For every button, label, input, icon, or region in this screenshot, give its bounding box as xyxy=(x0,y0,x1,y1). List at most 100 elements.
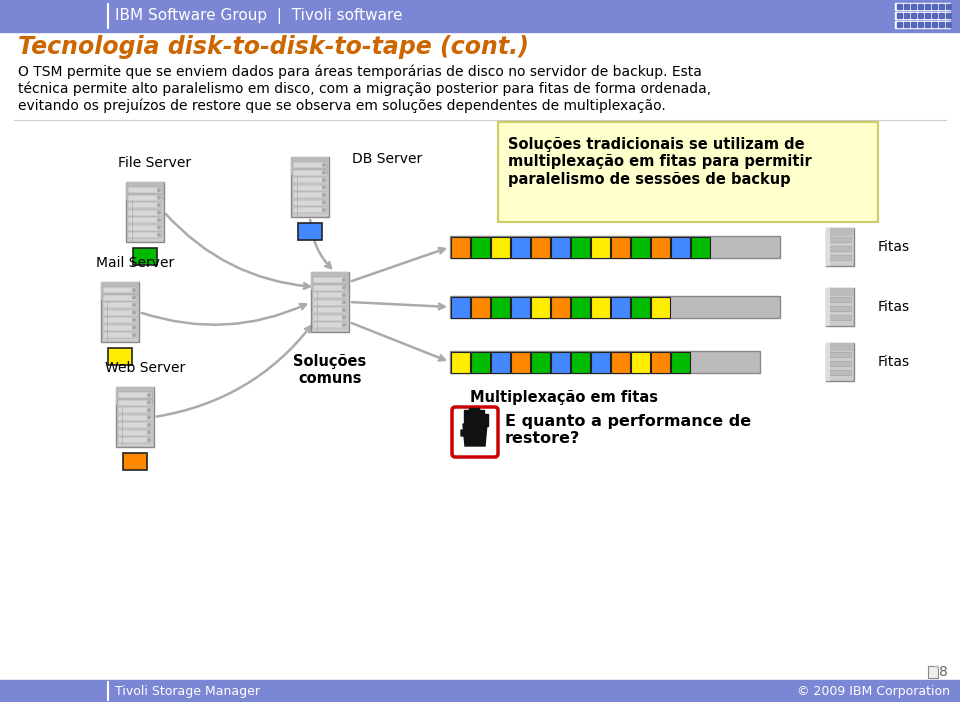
Bar xyxy=(932,22,937,27)
Bar xyxy=(103,287,137,293)
Bar xyxy=(590,237,610,258)
Bar xyxy=(651,296,669,317)
Bar xyxy=(101,282,139,300)
Bar xyxy=(939,13,944,18)
Bar xyxy=(293,199,327,206)
Bar xyxy=(829,306,851,311)
Bar xyxy=(128,187,162,193)
Bar xyxy=(293,207,327,213)
Bar xyxy=(939,22,944,27)
Circle shape xyxy=(323,164,325,166)
Bar xyxy=(570,352,589,373)
Bar xyxy=(829,361,851,366)
Circle shape xyxy=(132,326,135,329)
Text: Tivoli Storage Manager: Tivoli Storage Manager xyxy=(115,684,260,698)
Text: Soluções
comuns: Soluções comuns xyxy=(294,354,367,386)
Bar xyxy=(470,296,490,317)
Circle shape xyxy=(343,301,346,304)
Text: DB Server: DB Server xyxy=(352,152,422,166)
Bar xyxy=(826,288,854,326)
Bar xyxy=(925,13,930,18)
Bar xyxy=(611,352,630,373)
Circle shape xyxy=(157,189,160,192)
Circle shape xyxy=(132,319,135,322)
Bar xyxy=(911,22,916,27)
Bar xyxy=(829,370,851,375)
Bar xyxy=(939,4,944,9)
Circle shape xyxy=(343,293,346,296)
Bar xyxy=(491,352,510,373)
Bar xyxy=(450,296,469,317)
Bar xyxy=(631,237,650,258)
Bar xyxy=(313,322,347,328)
Bar xyxy=(590,296,610,317)
Bar xyxy=(511,296,530,317)
Bar xyxy=(450,352,469,373)
Bar xyxy=(829,315,851,320)
Text: Web Server: Web Server xyxy=(105,361,185,375)
Circle shape xyxy=(148,401,151,404)
Bar xyxy=(103,310,137,315)
Bar xyxy=(293,169,327,176)
Bar xyxy=(468,408,473,424)
Circle shape xyxy=(323,178,325,182)
Bar xyxy=(651,352,669,373)
Bar xyxy=(904,4,909,9)
Text: Mail Server: Mail Server xyxy=(96,256,174,270)
Circle shape xyxy=(323,201,325,204)
Bar xyxy=(904,13,909,18)
Bar xyxy=(128,209,162,216)
Circle shape xyxy=(157,211,160,214)
Bar xyxy=(928,666,938,678)
Bar xyxy=(631,296,650,317)
Bar xyxy=(570,296,589,317)
Bar xyxy=(470,237,490,258)
Bar xyxy=(531,296,549,317)
Bar xyxy=(911,4,916,9)
Bar xyxy=(133,248,157,265)
Bar xyxy=(511,237,530,258)
Circle shape xyxy=(343,279,346,282)
Text: File Server: File Server xyxy=(118,156,192,170)
Bar xyxy=(904,22,909,27)
Bar xyxy=(128,225,162,230)
Bar xyxy=(483,414,488,426)
Bar xyxy=(103,324,137,331)
Bar xyxy=(511,352,530,373)
Bar xyxy=(116,387,154,405)
Bar xyxy=(925,22,930,27)
Bar xyxy=(651,237,669,258)
Bar xyxy=(925,4,930,9)
Bar xyxy=(895,21,950,28)
Bar xyxy=(829,237,851,242)
Bar xyxy=(313,292,347,298)
Circle shape xyxy=(343,286,346,289)
Bar xyxy=(911,13,916,18)
Bar xyxy=(946,4,951,9)
Bar xyxy=(826,228,854,236)
Bar xyxy=(464,410,468,424)
Bar xyxy=(313,307,347,313)
Polygon shape xyxy=(461,430,467,436)
Bar xyxy=(0,680,960,702)
Circle shape xyxy=(132,303,135,307)
Bar xyxy=(118,399,152,406)
Circle shape xyxy=(343,316,346,319)
Bar xyxy=(118,414,152,420)
Bar xyxy=(313,314,347,321)
Bar xyxy=(118,430,152,435)
Bar xyxy=(631,352,650,373)
Bar xyxy=(313,277,347,283)
Circle shape xyxy=(148,394,151,397)
Bar xyxy=(118,422,152,428)
Text: Fitas: Fitas xyxy=(878,300,910,314)
Bar xyxy=(128,194,162,201)
Bar xyxy=(826,343,854,351)
Circle shape xyxy=(157,204,160,206)
Bar xyxy=(946,13,951,18)
Bar xyxy=(126,182,164,200)
Bar xyxy=(897,22,902,27)
Bar xyxy=(826,288,854,296)
Circle shape xyxy=(148,416,151,419)
Bar xyxy=(478,410,484,424)
